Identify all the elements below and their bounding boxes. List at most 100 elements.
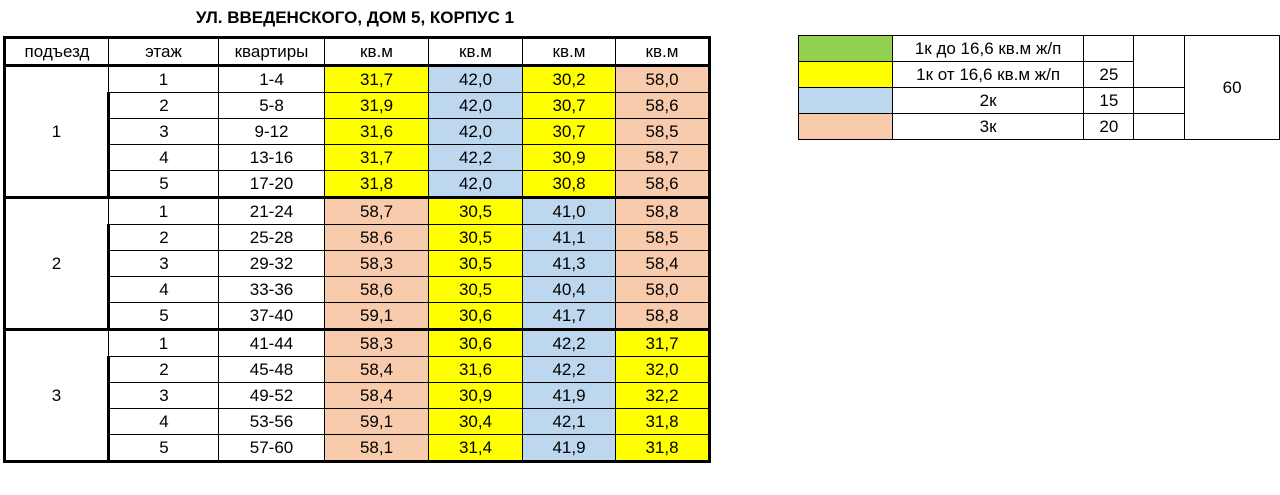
- floor-cell: 2: [107, 224, 219, 251]
- legend-label: 1к от 16,6 кв.м ж/п: [891, 61, 1085, 88]
- area-cell: 58,5: [615, 224, 711, 251]
- area-cell: 30,9: [428, 382, 523, 409]
- area-cell: 32,2: [615, 382, 711, 409]
- area-cell: 42,0: [428, 65, 523, 93]
- area-cell: 58,8: [615, 302, 711, 330]
- area-cell: 30,5: [428, 196, 523, 225]
- area-cell: 59,1: [324, 302, 429, 330]
- area-cell: 41,3: [522, 250, 616, 277]
- table-row: 2 5-8 31,9 42,0 30,7 58,6: [5, 92, 711, 119]
- column-header: этаж: [108, 36, 219, 67]
- table-row: 2 1 21-24 58,7 30,5 41,0 58,8: [3, 196, 711, 331]
- floor-cell: 5: [107, 170, 219, 198]
- legend-empty-cell: [1133, 87, 1186, 114]
- area-cell: 58,7: [324, 196, 429, 225]
- area-cell: 41,9: [522, 434, 616, 463]
- apartments-cell: 57-60: [218, 434, 325, 463]
- apartments-cell: 13-16: [218, 144, 325, 171]
- apartments-cell: 1-4: [218, 65, 325, 93]
- area-cell: 31,7: [615, 328, 711, 357]
- apartments-cell: 5-8: [218, 92, 325, 119]
- area-cell: 58,4: [324, 356, 429, 383]
- area-cell: 41,1: [522, 224, 616, 251]
- column-header: кв.м: [428, 36, 523, 67]
- area-cell: 41,7: [522, 302, 616, 330]
- floor-cell: 5: [107, 302, 219, 330]
- header-row: подъезд этаж квартиры кв.м кв.м кв.м кв.м: [3, 36, 711, 67]
- apartments-cell: 21-24: [218, 196, 325, 225]
- table-row: 2 25-28 58,6 30,5 41,1 58,5: [5, 224, 711, 251]
- legend-row: 3к 20: [798, 113, 1280, 140]
- area-cell: 31,9: [324, 92, 429, 119]
- area-cell: 30,5: [428, 224, 523, 251]
- area-cell: 31,4: [428, 434, 523, 463]
- area-cell: 58,0: [615, 276, 711, 303]
- legend-swatch: [798, 35, 893, 62]
- floor-cell: 2: [107, 356, 219, 383]
- floor-cell: 2: [107, 92, 219, 119]
- apartments-cell: 41-44: [218, 328, 325, 357]
- area-cell: 31,6: [428, 356, 523, 383]
- legend-label: 2к: [891, 87, 1085, 114]
- area-cell: 58,3: [324, 250, 429, 277]
- legend-row: 1к от 16,6 кв.м ж/п 25: [798, 61, 1280, 88]
- apartments-cell: 29-32: [218, 250, 325, 277]
- table-row: 1 1 1-4 31,7 42,0 30,2 58,0: [3, 65, 711, 199]
- apartments-cell: 53-56: [218, 408, 325, 435]
- table-row: 4 13-16 31,7 42,2 30,9 58,7: [5, 144, 711, 171]
- area-cell: 30,5: [428, 250, 523, 277]
- legend-count: [1083, 35, 1135, 62]
- area-cell: 31,8: [615, 408, 711, 435]
- area-cell: 42,1: [522, 408, 616, 435]
- legend-swatch: [798, 61, 893, 88]
- area-cell: 58,0: [615, 65, 711, 93]
- legend-count: 20: [1083, 113, 1135, 140]
- area-cell: 58,1: [324, 434, 429, 463]
- area-cell: 42,2: [522, 328, 616, 357]
- entrance-cell: 3: [3, 328, 109, 463]
- floor-cell: 3: [107, 250, 219, 277]
- area-cell: 58,8: [615, 196, 711, 225]
- page-title: УЛ. ВВЕДЕНСКОГО, ДОМ 5, КОРПУС 1: [195, 8, 515, 27]
- area-cell: 41,0: [522, 196, 616, 225]
- legend-table: 1к до 16,6 кв.м ж/п 60 1к от 16,6 кв.м ж/п…: [798, 35, 1280, 140]
- floor-cell: 1: [108, 196, 219, 225]
- area-cell: 30,9: [522, 144, 616, 171]
- area-cell: 58,5: [615, 118, 711, 145]
- area-cell: 42,0: [428, 92, 523, 119]
- table-row: 3 29-32 58,3 30,5 41,3 58,4: [5, 250, 711, 277]
- area-cell: 31,8: [615, 434, 711, 463]
- area-cell: 58,4: [324, 382, 429, 409]
- area-cell: 30,6: [428, 302, 523, 330]
- area-cell: 30,6: [428, 328, 523, 357]
- area-cell: 42,2: [522, 356, 616, 383]
- legend-swatch: [798, 113, 893, 140]
- legend-row: 1к до 16,6 кв.м ж/п 60: [798, 35, 1280, 140]
- apartments-cell: 37-40: [218, 302, 325, 330]
- area-cell: 58,3: [324, 328, 429, 357]
- column-header: кв.м: [324, 36, 429, 67]
- apartments-table: подъезд этаж квартиры кв.м кв.м кв.м кв.м 1 1 1-4…: [3, 36, 711, 463]
- area-cell: 58,4: [615, 250, 711, 277]
- table-row: 5 57-60 58,1 31,4 41,9 31,8: [5, 434, 711, 463]
- area-cell: 30,8: [522, 170, 616, 198]
- apartments-cell: 9-12: [218, 118, 325, 145]
- legend-total: 60: [1184, 35, 1280, 140]
- area-cell: 31,7: [324, 65, 429, 93]
- apartments-cell: 25-28: [218, 224, 325, 251]
- area-cell: 30,7: [522, 118, 616, 145]
- table-row: 5 17-20 31,8 42,0 30,8 58,6: [5, 170, 711, 198]
- legend-count: 25: [1083, 61, 1135, 88]
- apartments-cell: 33-36: [218, 276, 325, 303]
- area-cell: 42,0: [428, 170, 523, 198]
- column-header: подъезд: [3, 36, 109, 67]
- legend-row: 2к 15: [798, 87, 1280, 114]
- area-cell: 58,6: [324, 224, 429, 251]
- floor-cell: 1: [108, 328, 219, 357]
- area-cell: 58,7: [615, 144, 711, 171]
- floor-cell: 4: [107, 144, 219, 171]
- floor-cell: 5: [107, 434, 219, 463]
- legend-label: 3к: [891, 113, 1085, 140]
- area-cell: 40,4: [522, 276, 616, 303]
- column-header: кв.м: [522, 36, 616, 67]
